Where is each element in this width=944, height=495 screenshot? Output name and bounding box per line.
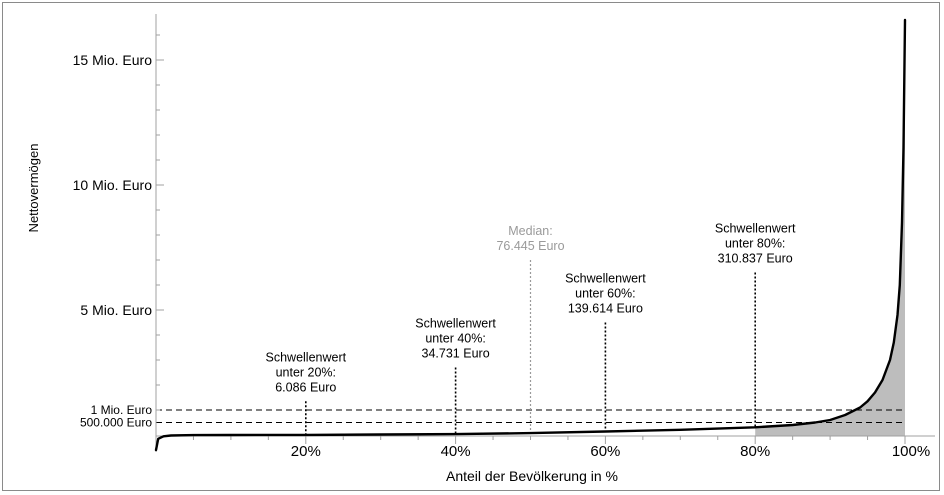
shaded-area-layer: [755, 20, 905, 436]
x-tick-label-20: 20%: [291, 443, 321, 460]
y-tick-label-15: 15 Mio. Euro: [73, 52, 153, 68]
y-tick-label-0.5: 500.000 Euro: [80, 416, 152, 430]
x-tick-label-40: 40%: [441, 443, 471, 460]
annotation-label-60-line-2: unter 60%:: [575, 287, 635, 301]
x-tick-label-80: 80%: [740, 443, 770, 460]
annotation-label-50-line-1: Median:: [508, 224, 552, 238]
annotation-label-20-line-1: Schwellenwert: [266, 350, 347, 364]
y-tick-label-10: 10 Mio. Euro: [73, 177, 153, 193]
annotation-label-60-line-1: Schwellenwert: [565, 272, 646, 286]
annotation-label-80-line-2: unter 80%:: [725, 237, 785, 251]
annotation-label-20-line-3: 6.086 Euro: [275, 380, 336, 394]
wealth-curve-line: [154, 18, 907, 452]
annotation-label-40-line-2: unter 40%:: [425, 332, 485, 346]
y-tick-label-1: 1 Mio. Euro: [91, 403, 153, 417]
x-tick-label-60: 60%: [590, 443, 620, 460]
curve-layer: [154, 18, 907, 452]
annotation-label-80-line-3: 310.837 Euro: [718, 252, 793, 266]
annotation-label-40-line-1: Schwellenwert: [415, 317, 496, 331]
x-axis-label: Anteil der Bevölkerung in %: [446, 468, 618, 484]
y-axis-label: Nettovermögen: [26, 144, 41, 233]
annotation-label-80-line-1: Schwellenwert: [715, 222, 796, 236]
y-tick-label-5: 5 Mio. Euro: [80, 302, 152, 318]
x-tick-label-100: 100%: [892, 443, 930, 460]
annotation-label-40-line-3: 34.731 Euro: [422, 347, 490, 361]
shaded-area-top-20-percent: [755, 20, 905, 436]
annotation-label-50-line-2: 76.445 Euro: [496, 239, 564, 253]
annotation-label-20-line-2: unter 20%:: [276, 365, 336, 379]
annotation-label-60-line-3: 139.614 Euro: [568, 302, 643, 316]
